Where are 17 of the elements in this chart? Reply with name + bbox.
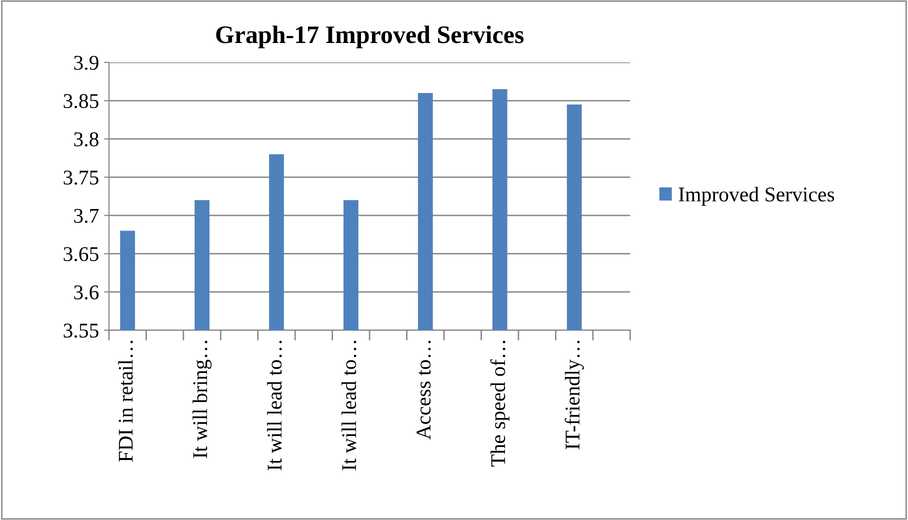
y-tick-label: 3.55 xyxy=(64,324,98,338)
x-tick-label: Access to… xyxy=(416,340,431,440)
chart-title: Graph-17 Improved Services xyxy=(216,26,524,48)
x-tick-label: IT-friendly… xyxy=(564,340,584,450)
x-tick-label: It will lead to… xyxy=(341,340,356,470)
legend-label: Improved Services xyxy=(678,186,834,206)
x-tick-label: It will bring… xyxy=(192,340,212,458)
y-tick-label: 3.85 xyxy=(64,94,98,108)
x-tick-label: The speed of… xyxy=(490,340,510,467)
x-tick-label: It will lead to… xyxy=(267,340,282,470)
y-tick-label: 3.9 xyxy=(74,56,98,70)
y-tick-label: 3.6 xyxy=(74,285,99,300)
y-tick-label: 3.65 xyxy=(64,247,98,262)
y-tick-label: 3.8 xyxy=(74,132,98,146)
y-tick-label: 3.7 xyxy=(74,208,99,223)
y-tick-label: 3.75 xyxy=(64,170,98,185)
x-tick-label: FDI in retail… xyxy=(118,340,133,462)
